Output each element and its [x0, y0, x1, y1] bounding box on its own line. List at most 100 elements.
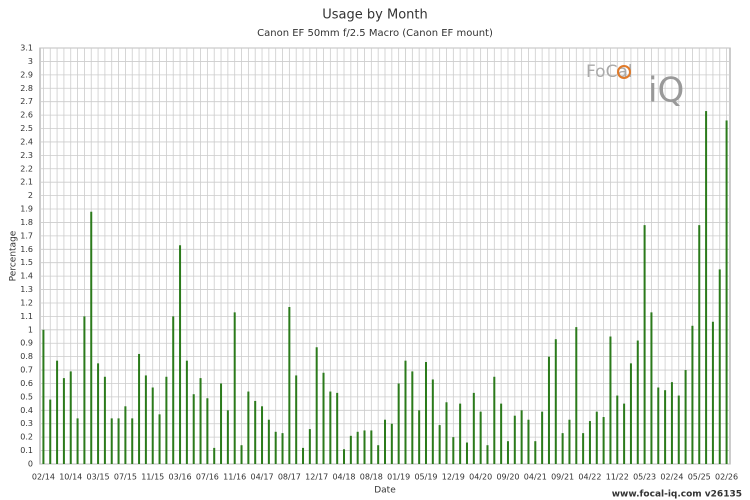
bar: [609, 336, 612, 464]
bar: [547, 356, 550, 464]
bar: [165, 376, 168, 464]
bar: [138, 353, 141, 464]
bar: [124, 406, 127, 464]
bar: [643, 225, 646, 464]
y-tick-label: 1.4: [20, 272, 33, 281]
x-tick-label: 02/26: [715, 473, 738, 482]
y-tick-label: 1.3: [20, 285, 33, 294]
x-tick-label: 07/15: [114, 473, 137, 482]
x-tick-label: 02/24: [660, 473, 683, 482]
bar: [554, 339, 557, 464]
x-tick-label: 08/17: [278, 473, 301, 482]
x-tick-label: 09/21: [551, 473, 574, 482]
chart-subtitle: Canon EF 50mm f/2.5 Macro (Canon EF moun…: [257, 28, 493, 39]
y-tick-label: 1.6: [20, 245, 33, 254]
bar: [438, 425, 441, 464]
bar: [192, 394, 195, 464]
bar: [288, 306, 291, 464]
bar: [534, 441, 537, 464]
bar: [691, 325, 694, 464]
x-tick-label: 03/15: [87, 473, 110, 482]
y-tick-label: 1.2: [20, 298, 33, 307]
y-tick-label: 0.8: [20, 352, 33, 361]
bar: [377, 445, 380, 464]
bar: [431, 379, 434, 464]
bar: [254, 400, 257, 464]
bar: [664, 390, 667, 464]
bar: [465, 442, 468, 464]
x-tick-label: 05/19: [414, 473, 437, 482]
y-tick-label: 1.1: [20, 312, 33, 321]
bar: [459, 403, 462, 464]
bar: [527, 419, 530, 464]
bar: [42, 329, 45, 464]
bar: [199, 378, 202, 464]
x-tick-label: 09/20: [496, 473, 519, 482]
y-tick-label: 2.3: [20, 151, 33, 160]
bar: [698, 225, 701, 464]
bar: [629, 363, 632, 464]
bar: [220, 383, 223, 464]
bar: [226, 410, 229, 464]
bar: [62, 378, 65, 464]
bar: [636, 340, 639, 464]
y-tick-label: 1.7: [20, 231, 33, 240]
bar: [172, 316, 175, 464]
y-tick-label: 0.2: [20, 433, 33, 442]
bar: [90, 211, 93, 464]
bar: [49, 399, 52, 464]
x-tick-label: 07/16: [196, 473, 219, 482]
y-tick-label: 3: [28, 57, 33, 66]
bar: [110, 418, 113, 464]
logo-top: FoCal: [586, 62, 633, 82]
y-tick-label: 2.8: [20, 84, 33, 93]
y-tick-label: 1.9: [20, 205, 33, 214]
bar: [83, 316, 86, 464]
bar: [315, 347, 318, 464]
y-tick-label: 0.1: [20, 446, 33, 455]
bar: [370, 430, 373, 464]
bar: [424, 362, 427, 464]
bar: [575, 327, 578, 464]
bar: [302, 447, 305, 464]
bar: [472, 392, 475, 464]
bar: [363, 430, 366, 464]
bar: [158, 414, 161, 464]
bar: [356, 431, 359, 464]
bar: [76, 418, 79, 464]
bar: [684, 370, 687, 464]
bar: [131, 418, 134, 464]
bar: [595, 411, 598, 464]
bar: [329, 391, 332, 464]
bar: [274, 431, 277, 464]
bar: [384, 419, 386, 464]
bar: [185, 360, 188, 464]
y-tick-label: 0.5: [20, 392, 33, 401]
bar: [349, 435, 352, 464]
x-tick-label: 11/15: [141, 473, 164, 482]
bar: [670, 382, 673, 464]
bar: [657, 387, 660, 464]
bar: [117, 418, 120, 464]
bar: [56, 360, 59, 464]
bar: [151, 387, 154, 464]
bar: [513, 415, 516, 464]
x-tick-label: 04/17: [250, 473, 273, 482]
bar: [69, 371, 72, 464]
bar: [718, 269, 721, 464]
bar: [705, 111, 708, 464]
bar: [103, 376, 106, 464]
bar: [267, 419, 270, 464]
x-tick-label: 08/18: [360, 473, 383, 482]
y-tick-label: 0.7: [20, 366, 33, 375]
bar: [479, 411, 482, 464]
x-tick-label: 05/25: [688, 473, 711, 482]
bar: [452, 437, 455, 464]
bar: [561, 433, 564, 464]
x-tick-label: 03/16: [169, 473, 192, 482]
y-tick-label: 2.9: [20, 70, 33, 79]
footer: www.focal-iq.com v26135: [612, 490, 742, 500]
bar: [233, 312, 236, 464]
logo-ring: [617, 65, 631, 79]
